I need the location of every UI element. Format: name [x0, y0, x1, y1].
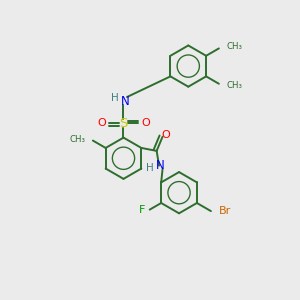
Text: S: S: [119, 117, 128, 130]
Text: O: O: [162, 130, 170, 140]
Text: N: N: [156, 158, 165, 172]
Text: H: H: [111, 93, 119, 103]
Text: O: O: [141, 118, 150, 128]
Text: H: H: [146, 163, 154, 173]
Text: N: N: [121, 95, 129, 108]
Text: CH₃: CH₃: [226, 81, 242, 90]
Text: F: F: [139, 205, 145, 214]
Text: O: O: [97, 118, 106, 128]
Text: Br: Br: [219, 206, 231, 216]
Text: CH₃: CH₃: [70, 135, 86, 144]
Text: CH₃: CH₃: [226, 42, 242, 51]
